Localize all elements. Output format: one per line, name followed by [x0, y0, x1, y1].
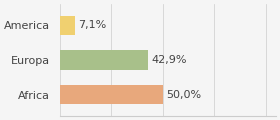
- Bar: [60, 85, 163, 105]
- Text: 42,9%: 42,9%: [151, 55, 187, 65]
- Bar: [60, 15, 74, 35]
- Text: 7,1%: 7,1%: [78, 20, 106, 30]
- Text: 50,0%: 50,0%: [166, 90, 201, 100]
- Bar: [60, 50, 148, 70]
